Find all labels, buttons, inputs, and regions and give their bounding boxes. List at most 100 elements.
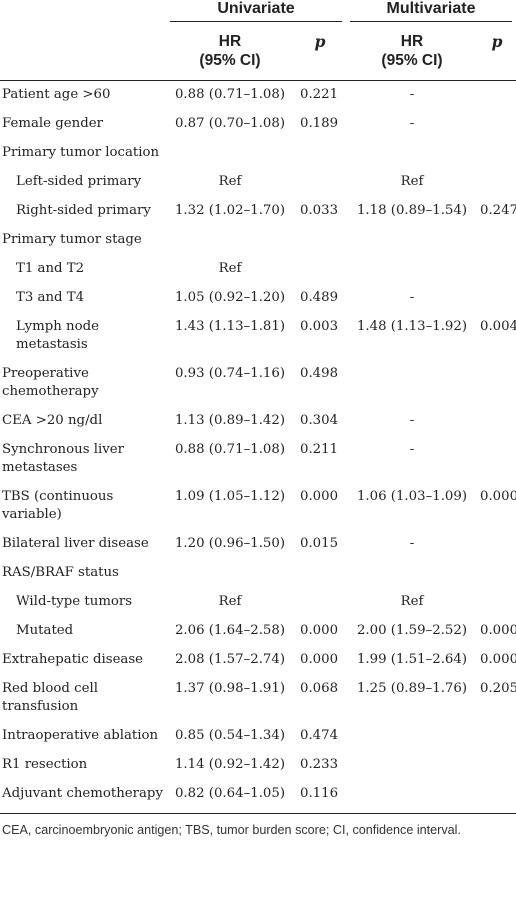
multivariate-p-cell: 0.247	[480, 203, 516, 218]
row-label: Wild-type tumors	[16, 594, 133, 609]
row-label: Preoperative chemotherapy	[2, 366, 99, 399]
table-row: Lymph node metastasis 1.43 (1.13–1.81) 0.0…	[0, 313, 516, 360]
univariate-hr-cell: 1.05 (0.92–1.20)	[174, 290, 286, 305]
multivariate-p-cell	[478, 407, 516, 436]
subheader-multivariate-hr: HR (95% CI)	[346, 26, 478, 81]
univariate-hr-cell: 1.09 (1.05–1.12)	[174, 489, 286, 504]
univariate-hr-cell: 1.14 (0.92–1.42)	[174, 757, 286, 772]
multivariate-p-cell	[478, 559, 516, 588]
table-row: Primary tumor location	[0, 139, 516, 168]
row-label: Right-sided primary	[16, 203, 151, 218]
multivariate-p-cell: 0.004	[480, 319, 516, 334]
multivariate-p-cell	[478, 255, 516, 284]
row-label: T3 and T4	[16, 290, 85, 305]
multivariate-p-cell	[478, 81, 516, 111]
univariate-p-cell: 0.003	[300, 319, 339, 334]
table-row: Wild-type tumors Ref Ref	[0, 588, 516, 617]
row-label: CEA >20 ng/dl	[2, 413, 103, 428]
table-body: Patient age >60 0.88 (0.71–1.08) 0.221- Fem…	[0, 81, 516, 814]
multivariate-hr-cell	[346, 139, 478, 168]
table-row: Female gender 0.87 (0.70–1.08) 0.189 -	[0, 110, 516, 139]
table-row: Patient age >60 0.88 (0.71–1.08) 0.221 -	[0, 81, 516, 111]
row-label: Adjuvant chemotherapy	[2, 786, 163, 801]
multivariate-hr-cell	[346, 255, 478, 284]
multivariate-hr-cell	[346, 226, 478, 255]
multivariate-hr-cell: -	[409, 413, 415, 428]
table-header: Univariate Multivariate HR (95% CI) p HR…	[0, 0, 516, 81]
univariate-label: Univariate	[170, 0, 342, 22]
univariate-hr-cell: 1.37 (0.98–1.91)	[174, 681, 286, 696]
row-label: Left-sided primary	[16, 174, 142, 189]
univariate-p-cell	[294, 588, 346, 617]
table-row: Mutated 2.06 (1.64–2.58) 0.000 2.00 (1.59–2…	[0, 617, 516, 646]
univariate-hr-cell: 0.82 (0.64–1.05)	[174, 786, 286, 801]
univariate-hr-cell: 1.32 (1.02–1.70)	[174, 203, 286, 218]
univariate-p-cell: 0.116	[300, 786, 339, 801]
multivariate-hr-cell	[346, 360, 478, 407]
univariate-p-cell	[294, 226, 346, 255]
multivariate-hr-cell	[346, 559, 478, 588]
multivariate-hr-cell: 2.00 (1.59–2.52)	[356, 623, 468, 638]
univariate-p-cell: 0.000	[300, 623, 339, 638]
ci-label: (95% CI)	[381, 52, 443, 69]
subheader-univariate-p: p	[314, 32, 326, 51]
multivariate-hr-cell: 1.25 (0.89–1.76)	[356, 681, 468, 696]
univariate-p-cell: 0.033	[300, 203, 339, 218]
row-label: TBS (continuous variable)	[2, 489, 114, 522]
multivariate-hr-cell: 1.18 (0.89–1.54)	[356, 203, 468, 218]
table-row: Left-sided primary Ref Ref	[0, 168, 516, 197]
multivariate-p-cell	[478, 110, 516, 139]
table-row: TBS (continuous variable) 1.09 (1.05–1.12…	[0, 483, 516, 530]
table-row: Preoperative chemotherapy 0.93 (0.74–1.16…	[0, 360, 516, 407]
row-label: Intraoperative ablation	[2, 728, 159, 743]
univariate-hr-cell	[166, 559, 294, 588]
row-label: Red blood cell transfusion	[2, 681, 98, 714]
multivariate-hr-cell	[346, 780, 478, 814]
multivariate-hr-cell: 1.48 (1.13–1.92)	[356, 319, 468, 334]
multivariate-p-cell	[478, 530, 516, 559]
regression-table: Univariate Multivariate HR (95% CI) p HR…	[0, 0, 516, 814]
multivariate-hr-cell: Ref	[400, 174, 424, 189]
row-label: Synchronous liver metastases	[2, 442, 124, 475]
ci-label: (95% CI)	[199, 52, 261, 69]
univariate-hr-cell	[166, 226, 294, 255]
row-label: Mutated	[16, 623, 74, 638]
multivariate-p-cell	[478, 284, 516, 313]
table-row: Primary tumor stage	[0, 226, 516, 255]
univariate-p-cell: 0.498	[300, 366, 339, 381]
univariate-hr-cell: 2.08 (1.57–2.74)	[174, 652, 286, 667]
table-row: CEA >20 ng/dl 1.13 (0.89–1.42) 0.304 -	[0, 407, 516, 436]
univariate-p-cell	[294, 139, 346, 168]
multivariate-p-cell	[478, 226, 516, 255]
univariate-hr-cell: 1.43 (1.13–1.81)	[174, 319, 286, 334]
multivariate-hr-cell	[346, 722, 478, 751]
table-row: Red blood cell transfusion 1.37 (0.98–1.9…	[0, 675, 516, 722]
multivariate-p-cell	[478, 168, 516, 197]
univariate-p-cell: 0.489	[300, 290, 339, 305]
univariate-hr-cell: 0.87 (0.70–1.08)	[174, 116, 286, 131]
multivariate-hr-cell: -	[409, 290, 415, 305]
univariate-hr-cell: 2.06 (1.64–2.58)	[174, 623, 286, 638]
table-row: Synchronous liver metastases 0.88 (0.71–1…	[0, 436, 516, 483]
row-label: Primary tumor location	[2, 145, 160, 160]
row-label: Primary tumor stage	[2, 232, 142, 247]
univariate-p-cell	[294, 559, 346, 588]
multivariate-hr-cell: -	[409, 442, 415, 457]
multivariate-hr-cell: 1.06 (1.03–1.09)	[356, 489, 468, 504]
univariate-p-cell: 0.000	[300, 652, 339, 667]
multivariate-hr-cell: -	[409, 116, 415, 131]
hr-label: HR	[400, 33, 424, 50]
univariate-p-cell: 0.304	[300, 413, 339, 428]
table-row: Right-sided primary 1.32 (1.02–1.70) 0.033…	[0, 197, 516, 226]
univariate-hr-cell: Ref	[218, 174, 242, 189]
univariate-p-cell: 0.068	[300, 681, 339, 696]
row-label: RAS/BRAF status	[2, 565, 119, 580]
univariate-p-cell: 0.221	[300, 87, 339, 102]
table-footnote: CEA, carcinoembryonic antigen; TBS, tumo…	[2, 823, 461, 837]
univariate-hr-cell	[166, 139, 294, 168]
table-row: T3 and T4 1.05 (0.92–1.20) 0.489 -	[0, 284, 516, 313]
multivariate-p-cell	[478, 139, 516, 168]
multivariate-p-cell: 0.000	[480, 623, 516, 638]
subheader-multivariate-p: p	[491, 32, 503, 51]
